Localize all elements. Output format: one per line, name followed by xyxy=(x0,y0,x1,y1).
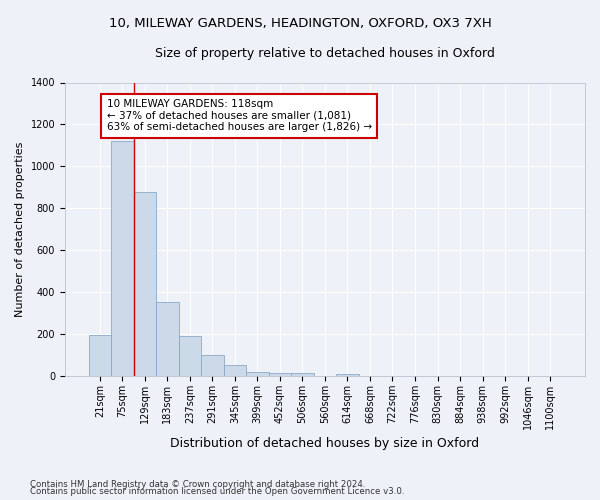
Bar xyxy=(291,372,314,376)
Title: Size of property relative to detached houses in Oxford: Size of property relative to detached ho… xyxy=(155,48,495,60)
Bar xyxy=(224,366,246,376)
Bar xyxy=(201,355,224,376)
Bar xyxy=(179,336,201,376)
Bar xyxy=(246,372,269,376)
Text: 10 MILEWAY GARDENS: 118sqm
← 37% of detached houses are smaller (1,081)
63% of s: 10 MILEWAY GARDENS: 118sqm ← 37% of deta… xyxy=(107,100,371,132)
Text: 10, MILEWAY GARDENS, HEADINGTON, OXFORD, OX3 7XH: 10, MILEWAY GARDENS, HEADINGTON, OXFORD,… xyxy=(109,18,491,30)
Y-axis label: Number of detached properties: Number of detached properties xyxy=(15,142,25,317)
Bar xyxy=(156,302,179,376)
Text: Contains HM Land Registry data © Crown copyright and database right 2024.: Contains HM Land Registry data © Crown c… xyxy=(30,480,365,489)
Bar xyxy=(111,141,134,376)
Bar xyxy=(336,374,359,376)
Bar xyxy=(269,372,291,376)
Text: Contains public sector information licensed under the Open Government Licence v3: Contains public sector information licen… xyxy=(30,487,404,496)
Bar xyxy=(89,335,111,376)
Bar xyxy=(134,192,156,376)
X-axis label: Distribution of detached houses by size in Oxford: Distribution of detached houses by size … xyxy=(170,437,479,450)
